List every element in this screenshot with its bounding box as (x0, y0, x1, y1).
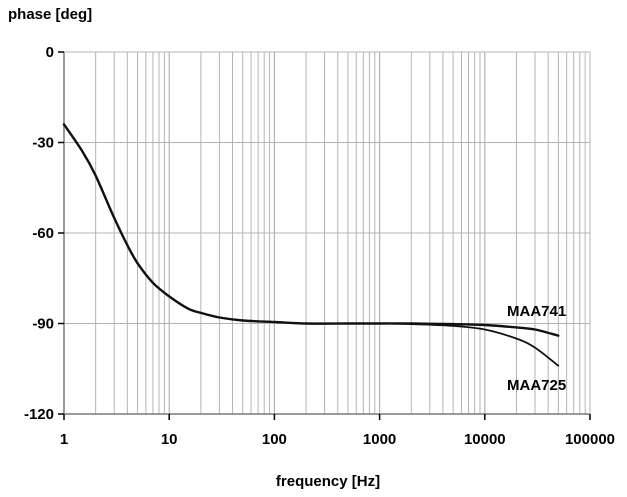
y-tick-label: 0 (46, 44, 54, 61)
series-label-maa741: MAA741 (507, 303, 566, 320)
x-tick-label: 100 (262, 431, 287, 448)
x-tick-label: 1 (60, 431, 68, 448)
series-line-maa725 (63, 123, 560, 367)
y-tick-label: -30 (32, 135, 54, 152)
x-tick-label: 1000 (363, 431, 396, 448)
y-tick-labels: 0 -30 -60 -90 -120 (24, 44, 64, 423)
series-label-maa725: MAA725 (507, 377, 566, 394)
y-tick-label: -60 (32, 225, 54, 242)
x-axis-title: frequency [Hz] (276, 473, 380, 490)
y-axis-title: phase [deg] (8, 6, 92, 23)
x-tick-label: 100000 (565, 431, 615, 448)
series-line-maa741 (62, 123, 560, 337)
x-tick-label: 10000 (464, 431, 506, 448)
x-tick-label: 10 (161, 431, 178, 448)
x-tick-labels: 1 10 100 1000 10000 100000 (60, 414, 615, 448)
y-tick-label: -120 (24, 406, 54, 423)
y-tick-label: -90 (32, 316, 54, 333)
series (62, 123, 560, 367)
grid (64, 52, 590, 414)
